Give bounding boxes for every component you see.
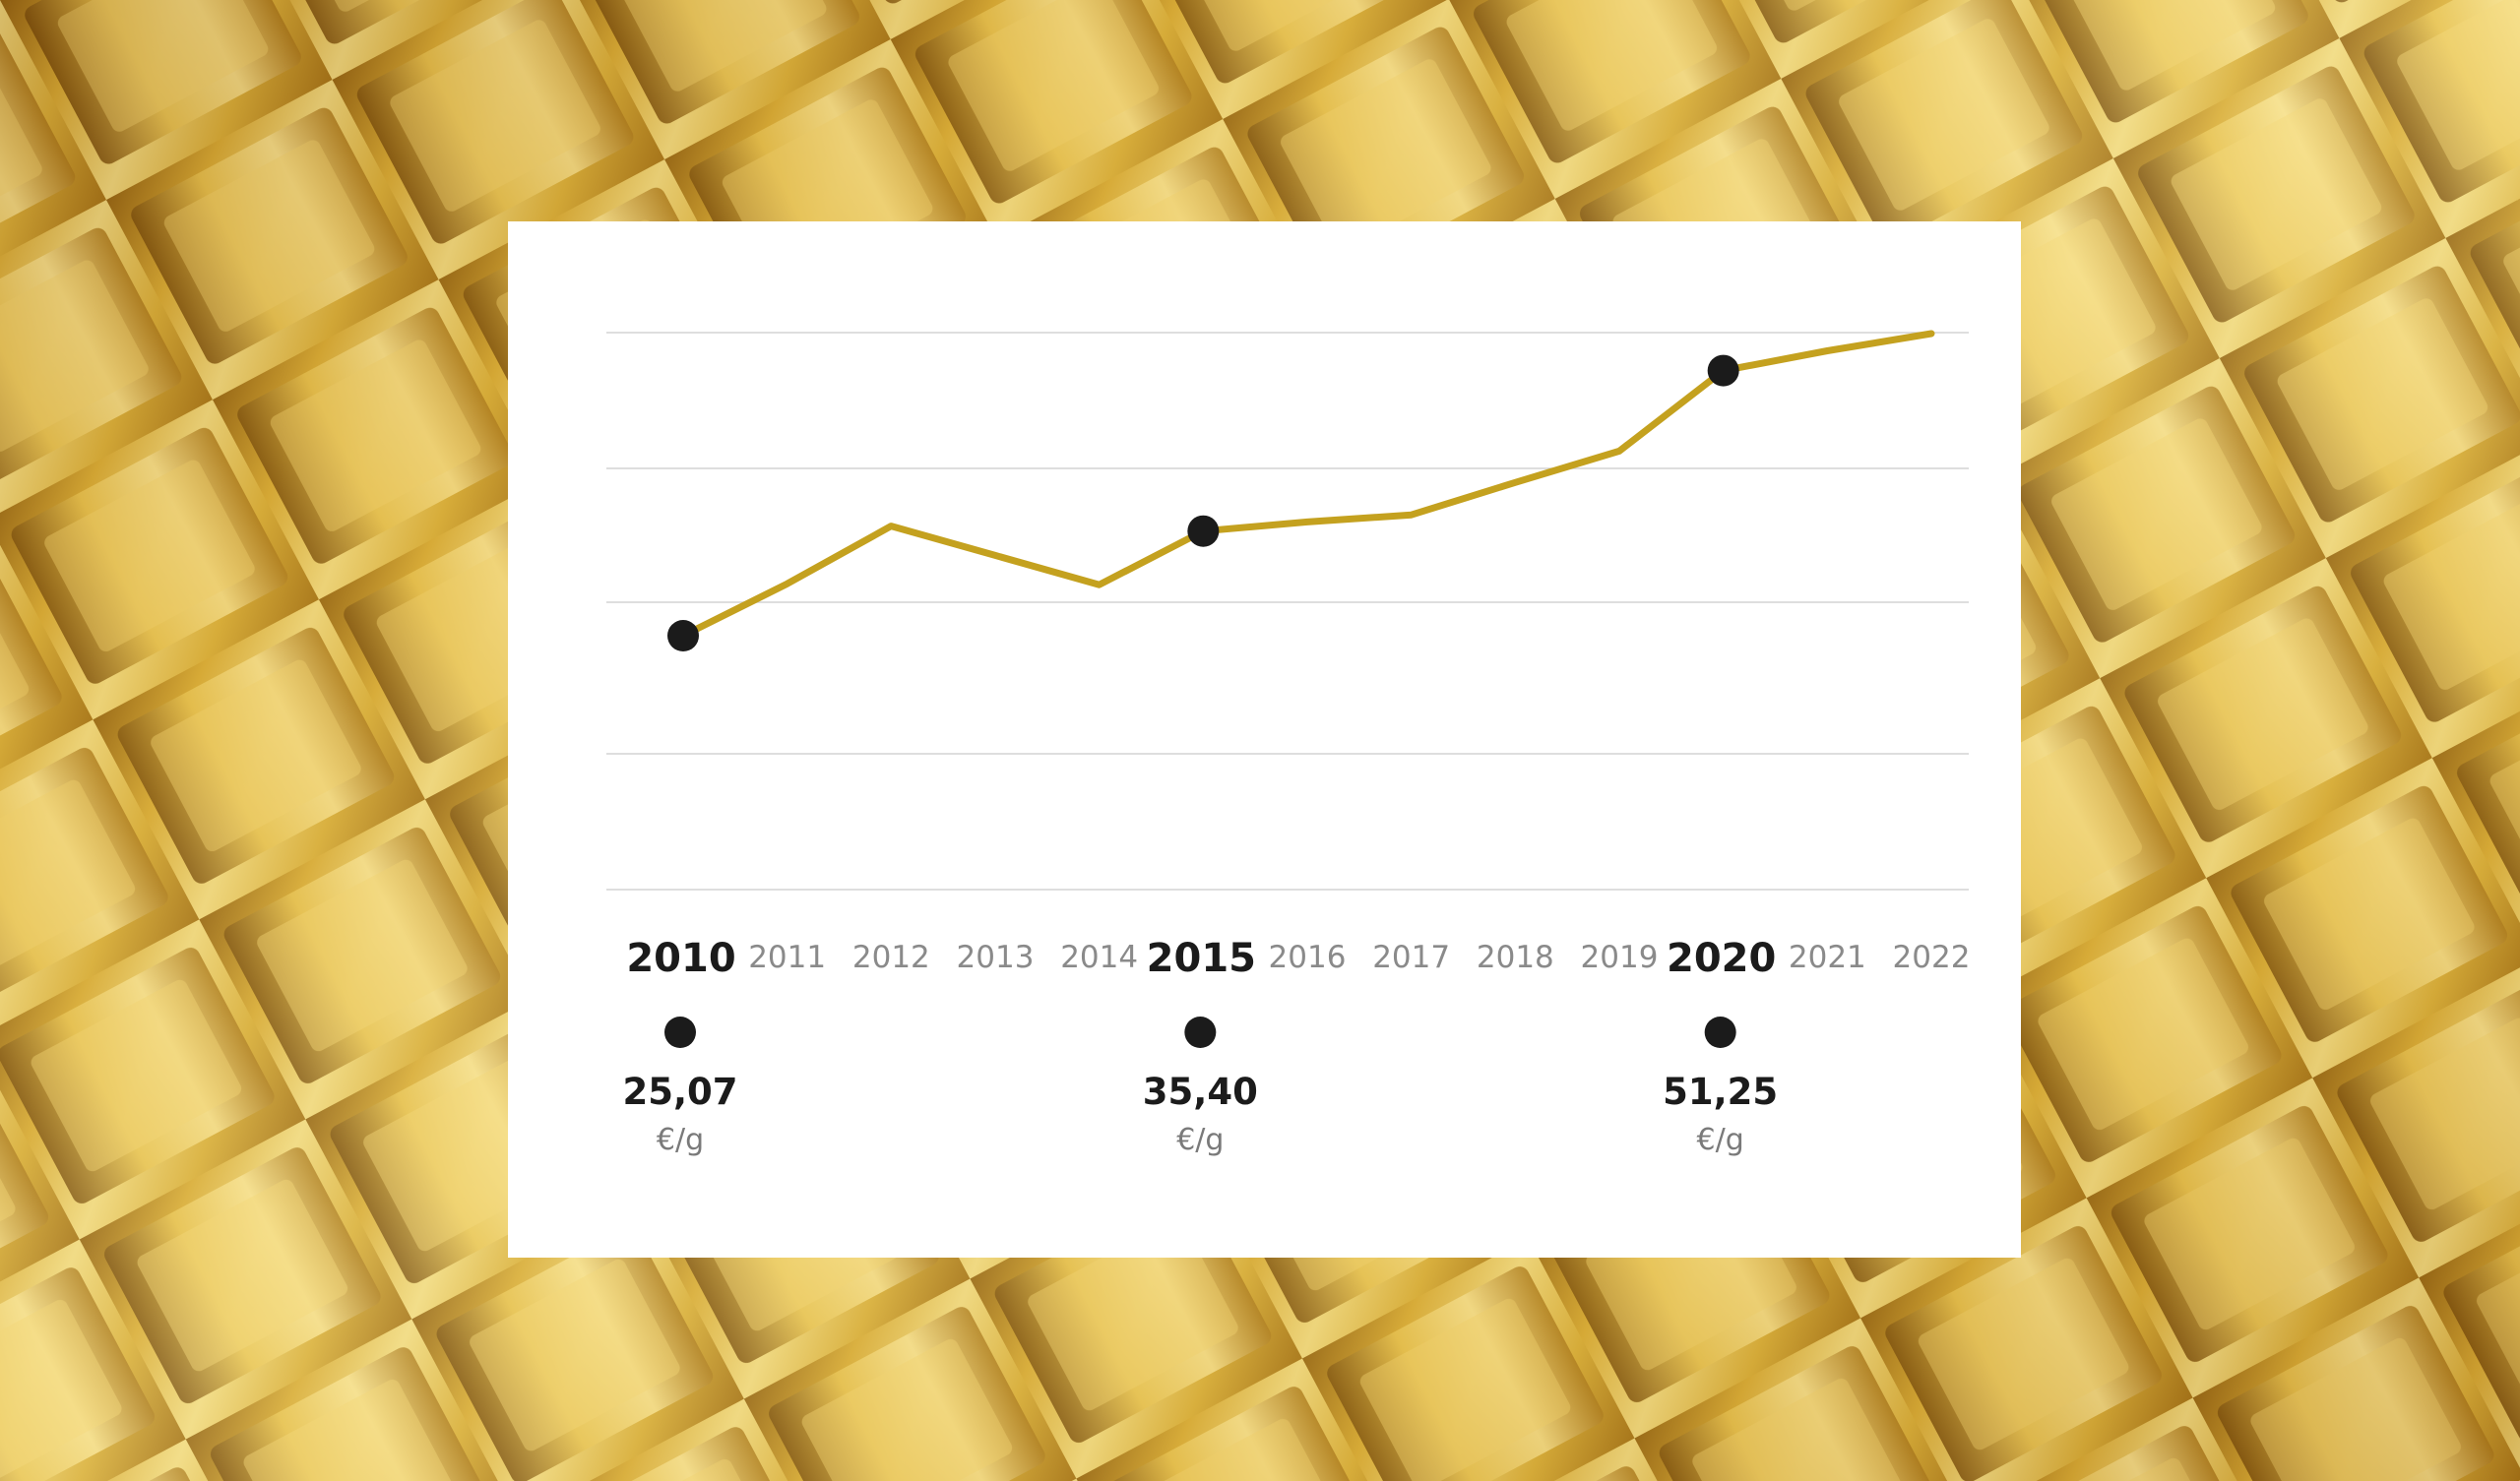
x-axis-year-labels: 2010 2011 2012 2013 2014 2015 2016 2017 2018 2019…: [626, 936, 1970, 981]
highlight-dot-2015: [1184, 1017, 1217, 1048]
year-label-2018: 2018: [1477, 940, 1554, 975]
highlight-unit-2020: €/g: [1697, 1123, 1744, 1157]
year-label-2014: 2014: [1060, 940, 1138, 975]
year-label-2012: 2012: [852, 940, 930, 975]
line-point-2010: [667, 620, 699, 652]
highlight-value-2015: 35,40: [1143, 1071, 1258, 1113]
year-label-2020: 2020: [1667, 936, 1776, 981]
gold-price-line-chart: 2010 2011 2012 2013 2014 2015 2016 2017 2018 2019…: [606, 330, 1970, 1157]
year-label-2016: 2016: [1269, 940, 1347, 975]
highlight-dot-2010: [664, 1017, 696, 1048]
year-label-2010: 2010: [626, 936, 735, 981]
year-label-2022: 2022: [1893, 940, 1971, 975]
highlight-values: 25,07 €/g 35,40 €/g 51,25 €/g: [622, 1017, 1778, 1157]
highlight-dot-2020: [1704, 1017, 1736, 1048]
price-series-line: [679, 330, 1935, 640]
year-label-2013: 2013: [957, 940, 1035, 975]
highlight-value-2020: 51,25: [1663, 1071, 1778, 1113]
highlight-unit-2015: €/g: [1176, 1123, 1224, 1157]
line-point-2015: [1187, 515, 1220, 547]
line-markers: [667, 354, 1739, 652]
chart-card: 2010 2011 2012 2013 2014 2015 2016 2017 2018 2019…: [508, 221, 2021, 1258]
year-label-2021: 2021: [1789, 940, 1866, 975]
year-label-2015: 2015: [1147, 936, 1256, 981]
year-label-2017: 2017: [1372, 940, 1450, 975]
line-point-2020: [1707, 354, 1739, 387]
year-label-2011: 2011: [748, 940, 826, 975]
highlight-unit-2010: €/g: [657, 1123, 704, 1157]
grid-lines: [606, 332, 1969, 891]
highlight-value-2010: 25,07: [622, 1071, 737, 1113]
year-label-2019: 2019: [1581, 940, 1659, 975]
